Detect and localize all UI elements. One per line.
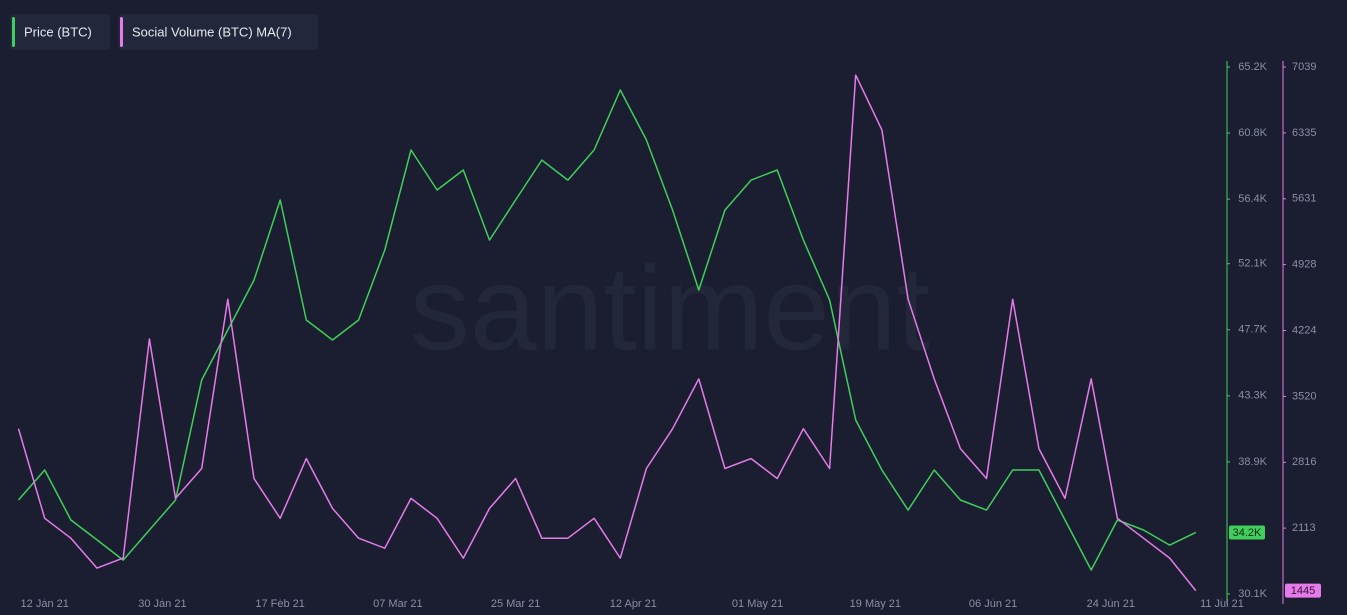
y2-tick-label: 4928: [1292, 259, 1316, 271]
x-tick-label: 12 Jan 21: [21, 598, 69, 610]
x-tick-label: 01 May 21: [732, 598, 783, 610]
y2-tick-label: 2113: [1292, 522, 1316, 534]
series-line: [17, 89, 1197, 571]
legend-swatch: [12, 17, 15, 47]
y2-tick-label: 5631: [1292, 193, 1316, 205]
watermark: santiment: [410, 242, 930, 376]
y-tick-label: 47.7K: [1238, 324, 1267, 336]
y2-tick-label: 2816: [1292, 456, 1316, 468]
legend-label: Social Volume (BTC) MA(7): [132, 24, 292, 39]
legend-swatch: [120, 17, 123, 47]
legend-label: Price (BTC): [24, 24, 92, 39]
y-tick-label: 56.4K: [1238, 193, 1267, 205]
y-tick-label: 65.2K: [1238, 61, 1267, 73]
x-tick-label: 12 Apr 21: [610, 598, 657, 610]
legend-item[interactable]: [10, 14, 110, 50]
x-tick-label: 07 Mar 21: [373, 598, 423, 610]
y2-tick-label: 3520: [1292, 390, 1316, 402]
x-tick-label: 06 Jun 21: [969, 598, 1017, 610]
y-tick-label: 60.8K: [1238, 127, 1267, 139]
y-tick-label: 30.1K: [1238, 588, 1267, 600]
value-label: 34.2K: [1233, 527, 1262, 539]
x-tick-label: 17 Feb 21: [255, 598, 305, 610]
x-tick-label: 11 Jul 21: [1200, 598, 1244, 610]
x-tick-label: 30 Jan 21: [138, 598, 186, 610]
x-tick-label: 24 Jun 21: [1087, 598, 1135, 610]
value-label: 1445: [1291, 585, 1315, 597]
y2-tick-label: 7039: [1292, 61, 1316, 73]
series-line: [17, 74, 1197, 592]
x-tick-label: 19 May 21: [850, 598, 901, 610]
y2-tick-label: 4224: [1292, 324, 1316, 336]
y2-tick-label: 6335: [1292, 127, 1316, 139]
y-tick-label: 38.9K: [1238, 456, 1267, 468]
value-badge: [1229, 525, 1265, 540]
value-badge: [1285, 583, 1321, 598]
x-tick-label: 25 Mar 21: [491, 598, 541, 610]
legend-item[interactable]: [118, 14, 318, 50]
y-tick-label: 43.3K: [1238, 390, 1267, 402]
y-tick-label: 52.1K: [1238, 258, 1267, 270]
